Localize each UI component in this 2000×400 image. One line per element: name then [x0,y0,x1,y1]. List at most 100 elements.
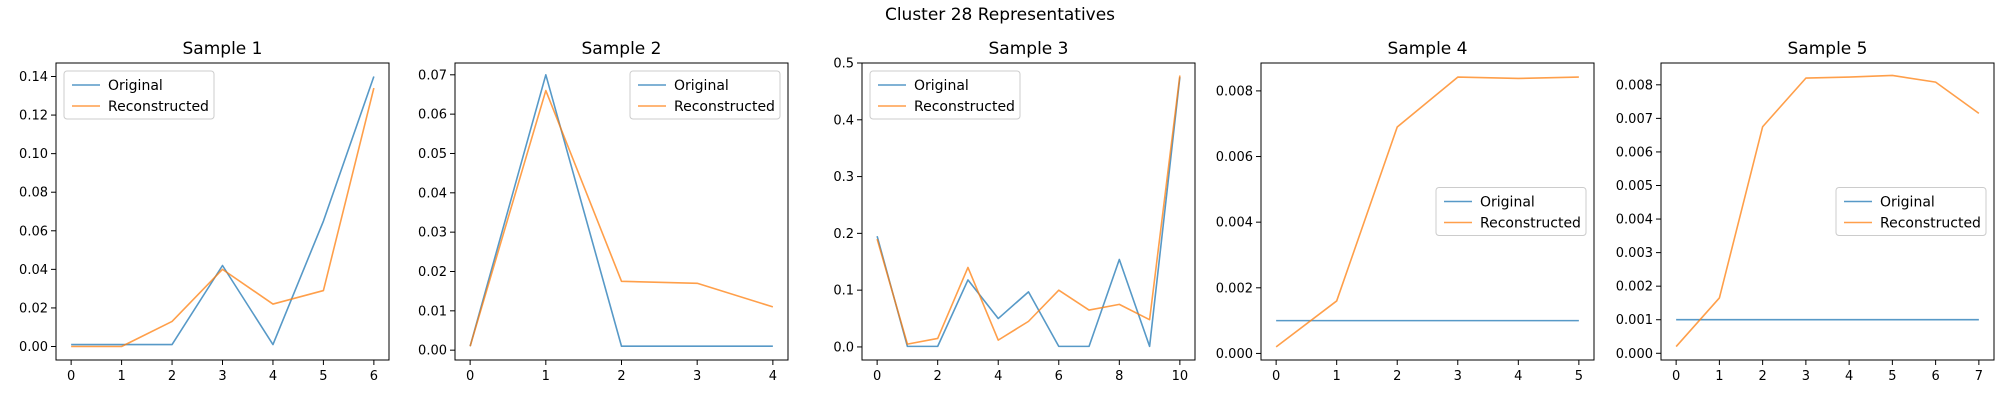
legend-label: Reconstructed [1880,216,1981,232]
y-tick-label: 0.03 [418,226,447,241]
legend-label: Original [108,78,163,94]
x-tick-label: 10 [1172,369,1189,384]
y-tick-label: 0.000 [1216,347,1253,362]
legend: Original Reconstructed [869,70,1021,120]
x-tick-label: 4 [769,369,777,384]
y-tick-label: 0.04 [418,186,447,201]
x-tick-label: 0 [1272,369,1280,384]
legend: Original Reconstructed [63,70,215,120]
x-tick-label: 0 [1672,369,1680,384]
y-tick-label: 0.07 [418,68,447,83]
y-tick-label: 0.04 [19,263,48,278]
axes-frame [1660,62,1995,361]
x-tick-label: 2 [1393,369,1401,384]
subplot-title: Sample 2 [582,39,662,59]
legend-label: Original [1880,195,1935,211]
y-tick-label: 0.005 [1616,179,1653,194]
y-tick-label: 0.10 [19,147,48,162]
legend-box [1835,187,1987,236]
y-tick-label: 0.007 [1616,112,1653,127]
y-tick-label: 0.12 [19,109,48,124]
y-tick-label: 0.06 [418,108,447,123]
x-tick-label: 0 [873,369,881,384]
subplot-title: Sample 1 [183,39,263,59]
series-line-original [469,74,773,348]
y-tick-label: 0.14 [19,70,48,85]
subplot-title: Sample 3 [989,39,1069,59]
x-tick-label: 5 [1888,369,1896,384]
y-tick-label: 0.004 [1216,216,1253,231]
y-tick-label: 0.06 [19,224,48,239]
y-tick-label: 0.000 [1616,347,1653,362]
x-tick-label: 3 [1802,369,1810,384]
subplot-title: Sample 5 [1788,39,1868,59]
y-tick-label: 0.0 [833,340,854,355]
x-tick-label: 7 [1975,369,1983,384]
y-tick-label: 0.00 [19,340,48,355]
y-tick-label: 0.008 [1616,78,1653,93]
y-tick-label: 0.2 [833,227,854,242]
x-tick-label: 1 [1715,369,1723,384]
series-line-reconstructed [1675,74,1980,348]
figure-title: Cluster 28 Representatives [885,5,1115,25]
x-tick-label: 6 [1055,369,1063,384]
legend: Original Reconstructed [629,70,781,120]
x-tick-label: 6 [370,369,378,384]
legend-box [869,70,1021,120]
x-tick-label: 4 [1845,369,1853,384]
legend-box [63,70,215,120]
y-tick-label: 0.05 [418,147,447,162]
subplot-1: Sample 1 0.00 0.02 0.04 0.06 0.08 0.10 0.12 0.14… [19,39,390,384]
x-tick-label: 3 [693,369,701,384]
legend-label: Reconstructed [1480,216,1581,232]
series-line-original [876,77,1181,348]
x-tick-label: 5 [319,369,327,384]
subplot-2: Sample 2 0.00 0.01 0.02 0.03 0.04 0.05 0.06 0.07… [418,39,789,384]
x-tick-label: 3 [1454,369,1462,384]
x-tick-label: 0 [466,369,474,384]
y-tick-label: 0.3 [833,170,854,185]
legend: Original Reconstructed [1835,187,1987,236]
legend-label: Original [1480,195,1535,211]
legend: Original Reconstructed [1435,187,1587,236]
axes-frame [861,62,1196,361]
subplot-title: Sample 4 [1388,39,1468,59]
x-tick-label: 4 [994,369,1002,384]
x-tick-label: 1 [1333,369,1341,384]
x-tick-label: 6 [1931,369,1939,384]
x-tick-label: 2 [168,369,176,384]
x-tick-label: 4 [1514,369,1522,384]
y-tick-label: 0.002 [1216,281,1253,296]
series-line-reconstructed [876,75,1181,345]
y-tick-label: 0.00 [418,344,447,359]
x-tick-label: 2 [1758,369,1766,384]
x-tick-label: 0 [67,369,75,384]
subplot-3: Sample 3 0.0 0.1 0.2 0.3 0.4 0.5 0 2 4 6 8 10 Origina… [833,39,1196,384]
y-tick-label: 0.02 [19,301,48,316]
y-tick-label: 0.08 [19,186,48,201]
legend-box [629,70,781,120]
axes-frame [454,62,789,361]
x-tick-label: 1 [117,369,125,384]
x-tick-label: 4 [269,369,277,384]
y-tick-label: 0.001 [1616,313,1653,328]
subplot-5: Sample 5 0.000 0.001 0.002 0.003 0.004 0.005 0.… [1616,39,1995,384]
legend-label: Reconstructed [914,99,1015,115]
y-tick-label: 0.01 [418,304,447,319]
y-tick-label: 0.003 [1616,246,1653,261]
legend-label: Original [914,78,969,94]
series-line-reconstructed [71,87,375,348]
y-tick-label: 0.006 [1616,145,1653,160]
y-tick-label: 0.008 [1216,84,1253,99]
y-tick-label: 0.1 [833,284,854,299]
legend-label: Reconstructed [674,99,775,115]
x-tick-label: 8 [1115,369,1123,384]
legend-label: Original [674,78,729,94]
axes-frame [55,62,390,361]
y-tick-label: 0.02 [418,265,447,280]
x-tick-label: 5 [1575,369,1583,384]
x-tick-label: 1 [542,369,550,384]
y-tick-label: 0.4 [833,113,854,128]
legend-box [1435,187,1587,236]
